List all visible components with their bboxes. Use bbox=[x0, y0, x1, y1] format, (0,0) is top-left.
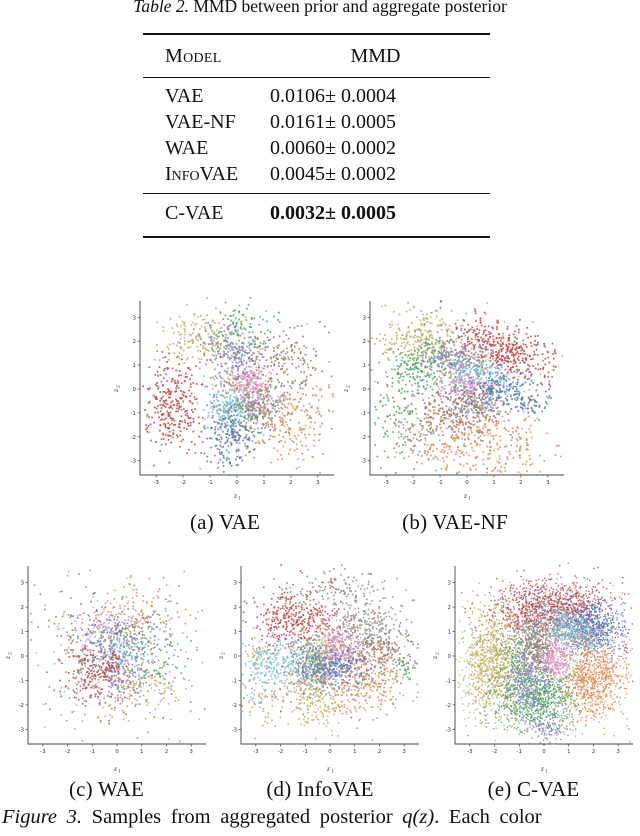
table-row: VAE 0.0106± 0.0004 bbox=[143, 83, 490, 109]
table-group: C-VAE 0.0032± 0.0005 bbox=[143, 194, 490, 236]
mmd-value-cell: 0.0161± 0.0005 bbox=[270, 111, 396, 133]
scatter-canvas-c-vae bbox=[428, 562, 639, 774]
subcaption-infovae: (d) InfoVAE bbox=[266, 777, 374, 801]
table-caption-label: Table 2. bbox=[133, 0, 189, 16]
figure-caption: Figure 3. Samples from aggregated poster… bbox=[2, 806, 638, 829]
figure-caption-text-2: . Each color bbox=[434, 806, 542, 828]
table-header-model: Model bbox=[165, 44, 222, 67]
mmd-table: Model MMD VAE 0.0106± 0.0004 VAE-NF 0.0161±… bbox=[143, 33, 490, 238]
mmd-value-cell: 0.0060± 0.0002 bbox=[270, 137, 396, 159]
table-caption-text: MMD between prior and aggregate posterio… bbox=[193, 0, 507, 16]
model-cell: VAE-NF bbox=[165, 111, 236, 133]
scatter-plot-vae-nf: (b) VAE-NF bbox=[340, 297, 570, 535]
table-row: C-VAE 0.0032± 0.0005 bbox=[143, 200, 490, 226]
figure-caption-label: Figure 3. bbox=[2, 806, 83, 828]
scatter-canvas-infovae bbox=[215, 562, 425, 774]
mmd-value-cell: 0.0045± 0.0002 bbox=[270, 163, 396, 185]
scatter-canvas-vae bbox=[110, 297, 340, 501]
subcaption-vae: (a) VAE bbox=[189, 510, 261, 534]
figure-row-bottom: (c) WAE (d) InfoVAE (e) C-VAE bbox=[0, 562, 640, 802]
scatter-plot-wae: (c) WAE bbox=[0, 562, 213, 802]
table-header-mmd: MMD bbox=[350, 44, 401, 67]
table-group: VAE 0.0106± 0.0004 VAE-NF 0.0161± 0.0005 WAE… bbox=[143, 78, 490, 193]
table-caption: Table 2. MMD between prior and aggregate… bbox=[0, 0, 640, 17]
scatter-plot-c-vae: (e) C-VAE bbox=[427, 562, 640, 802]
subcaption-vae-nf: (b) VAE-NF bbox=[402, 510, 508, 534]
subcaption-wae: (c) WAE bbox=[68, 777, 145, 801]
table-body: VAE 0.0106± 0.0004 VAE-NF 0.0161± 0.0005 WAE… bbox=[143, 78, 490, 236]
table-row: WAE 0.0060± 0.0002 bbox=[143, 135, 490, 161]
scatter-canvas-vae-nf bbox=[340, 297, 570, 501]
table-header-row: Model MMD bbox=[143, 35, 490, 78]
table-row: InfoVAE 0.0045± 0.0002 bbox=[143, 161, 490, 187]
model-cell: WAE bbox=[165, 137, 209, 159]
table-row: VAE-NF 0.0161± 0.0005 bbox=[143, 109, 490, 135]
scatter-canvas-wae bbox=[1, 562, 212, 774]
subcaption-c-vae: (e) C-VAE bbox=[487, 777, 580, 801]
figure-caption-text-1: Samples from aggregated posterior bbox=[91, 806, 393, 828]
scatter-plot-vae: (a) VAE bbox=[110, 297, 340, 535]
figure-row-top: (a) VAE (b) VAE-NF bbox=[110, 297, 570, 535]
model-cell: VAE bbox=[165, 85, 204, 107]
scatter-plot-infovae: (d) InfoVAE bbox=[214, 562, 427, 802]
model-cell: C-VAE bbox=[165, 202, 224, 224]
mmd-value-cell: 0.0032± 0.0005 bbox=[270, 202, 396, 224]
table-rule bbox=[143, 193, 490, 194]
model-cell: InfoVAE bbox=[165, 163, 239, 185]
figure-caption-math: q(z) bbox=[402, 806, 435, 828]
mmd-value-cell: 0.0106± 0.0004 bbox=[270, 85, 396, 107]
